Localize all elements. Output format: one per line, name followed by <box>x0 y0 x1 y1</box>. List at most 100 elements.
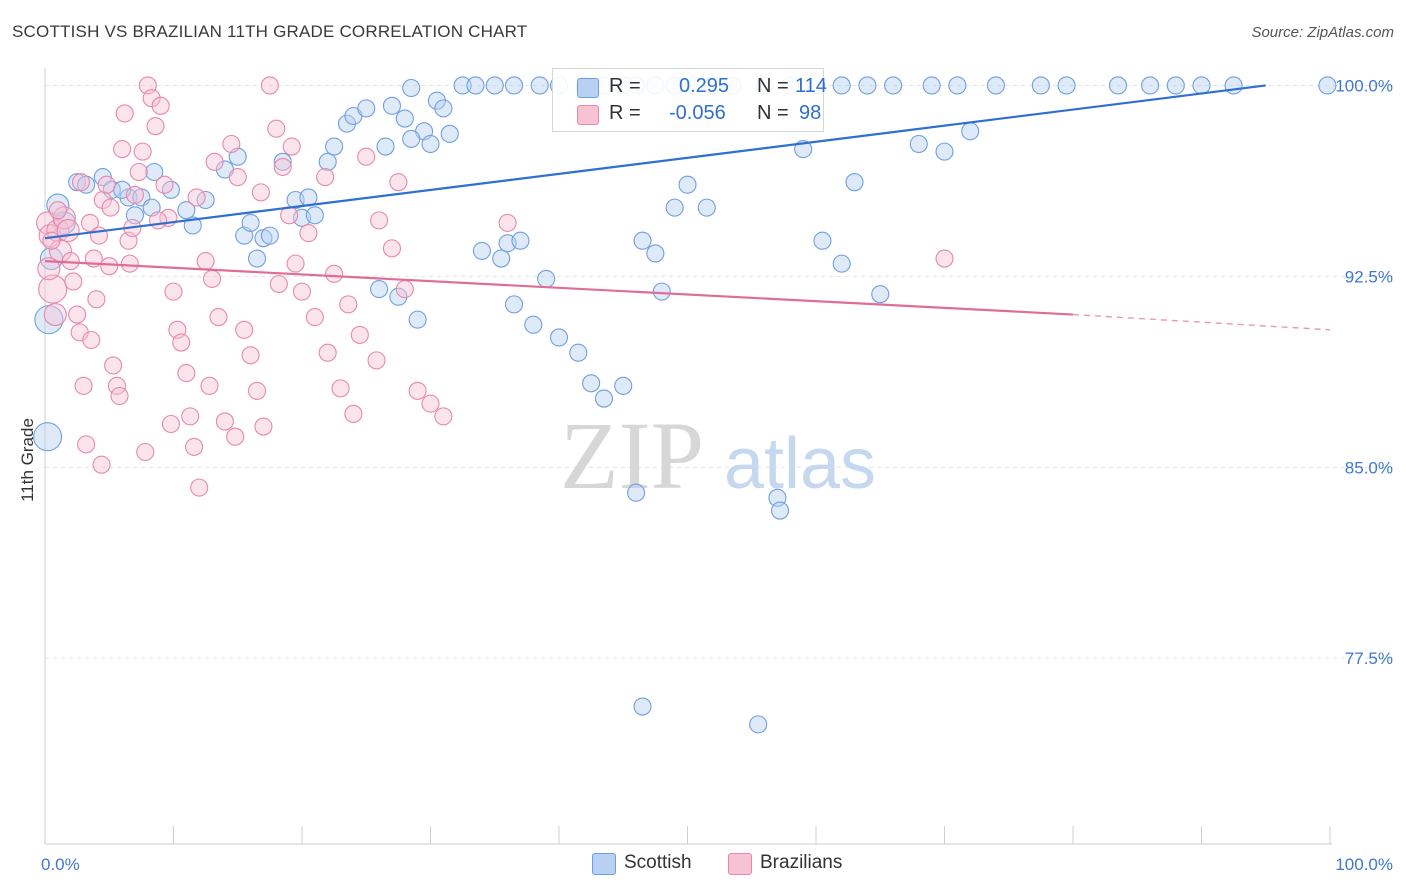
scottish-point <box>922 76 941 95</box>
brazilians-point <box>247 381 267 400</box>
brazilians-point <box>187 188 206 207</box>
scottish-point <box>33 422 63 452</box>
scottish-point <box>627 483 646 502</box>
brazilians-trend-line <box>44 259 1074 316</box>
brazilians-point <box>367 351 386 370</box>
brazilians-point <box>42 231 61 250</box>
scottish-point <box>813 231 832 250</box>
axes-layer <box>44 68 1332 845</box>
scottish-point <box>1166 76 1185 95</box>
scottish-point <box>504 76 524 95</box>
brazilians-point <box>203 269 222 288</box>
scottish-swatch <box>577 78 599 98</box>
brazilians-point <box>215 412 234 431</box>
scottish-point <box>832 254 851 273</box>
scottish-point <box>961 122 980 141</box>
brazilians-point <box>935 249 954 268</box>
scottish-point <box>402 129 421 148</box>
scottish-point <box>832 76 851 95</box>
scottish-swatch <box>592 853 616 875</box>
brazilians-point <box>129 162 148 182</box>
brazilians-point <box>74 376 93 395</box>
scottish-point <box>871 285 890 304</box>
brazilians-point <box>228 168 247 187</box>
scottish-point <box>46 193 70 217</box>
brazilians-point <box>68 305 87 324</box>
scottish-point <box>986 76 1005 95</box>
scottish-point <box>948 76 967 95</box>
brazilians-point <box>125 185 144 204</box>
brazilians-point <box>110 386 129 406</box>
scottish-point <box>646 244 665 263</box>
n-label: N = <box>757 75 789 97</box>
scottish-point <box>594 389 614 408</box>
legend-label: Scottish <box>624 852 692 873</box>
n-value: 98 <box>799 102 822 124</box>
scottish-point <box>909 134 928 154</box>
scottish-point <box>1318 76 1337 95</box>
brazilians-point <box>43 302 67 327</box>
y-tick-label: 92.5% <box>1345 267 1393 286</box>
brazilians-point <box>113 140 132 159</box>
scottish-point <box>1057 76 1076 95</box>
brazilians-point <box>177 364 196 383</box>
brazilians-point <box>164 282 183 301</box>
scottish-point <box>260 226 279 245</box>
n-label: N = <box>757 102 789 124</box>
scottish-point <box>395 109 414 128</box>
scottish-point <box>1031 76 1050 95</box>
brazilians-point <box>344 404 363 423</box>
brazilians-point <box>251 183 270 202</box>
scottish-point <box>652 282 671 301</box>
brazilians-point <box>286 254 305 273</box>
brazilians-point <box>120 254 139 273</box>
scottish-point <box>273 152 292 171</box>
scottish-point <box>370 280 389 299</box>
scottish-point <box>549 328 569 347</box>
brazilians-point <box>149 211 168 230</box>
scottish-point <box>524 315 543 334</box>
scottish-point <box>697 198 716 217</box>
scottish-point <box>569 343 588 362</box>
brazilians-point <box>318 343 337 362</box>
brazilians-point <box>408 381 427 400</box>
y-tick-label: 85.0% <box>1345 458 1393 477</box>
brazilians-point <box>38 274 68 304</box>
scottish-point <box>770 501 790 520</box>
n-value: 114 <box>795 75 827 97</box>
brazilians-point <box>185 437 204 456</box>
brazilians-point <box>235 320 254 339</box>
brazilians-point <box>282 137 301 156</box>
brazilians-point <box>104 356 123 375</box>
brazilians-point <box>254 417 273 436</box>
brazilians-point <box>305 308 324 327</box>
brazilians-point <box>80 213 100 232</box>
x-tick-label: 100.0% <box>1335 855 1393 874</box>
scottish-point <box>453 76 472 95</box>
scottish-point <box>1192 76 1211 95</box>
scottish-point <box>247 249 267 268</box>
scottish-point <box>337 114 357 133</box>
brazilians-point <box>273 157 292 176</box>
x-tick-label: 0.0% <box>41 855 80 874</box>
y-tick-label: 100.0% <box>1335 76 1393 95</box>
y-tick-label: 77.5% <box>1345 649 1393 668</box>
watermark-atlas: atlas <box>724 424 876 504</box>
scottish-point <box>935 142 954 161</box>
brazilians-point <box>434 407 453 426</box>
scottish-point <box>382 96 402 115</box>
brazilians-point <box>241 346 260 365</box>
brazilians-trend-extension <box>1072 313 1331 331</box>
brazilians-swatch <box>577 105 599 125</box>
brazilians-point <box>196 252 215 271</box>
watermark-zip: ZIP <box>560 402 704 509</box>
brazilians-point <box>299 224 318 243</box>
brazilians-point <box>331 379 350 398</box>
scottish-point <box>466 76 485 95</box>
scottish-point <box>402 78 421 98</box>
scottish-point <box>421 134 440 154</box>
scottish-point <box>325 137 344 156</box>
brazilians-point <box>339 295 358 314</box>
y-axis-title: 11th Grade <box>18 418 37 502</box>
scottish-point <box>633 697 652 716</box>
